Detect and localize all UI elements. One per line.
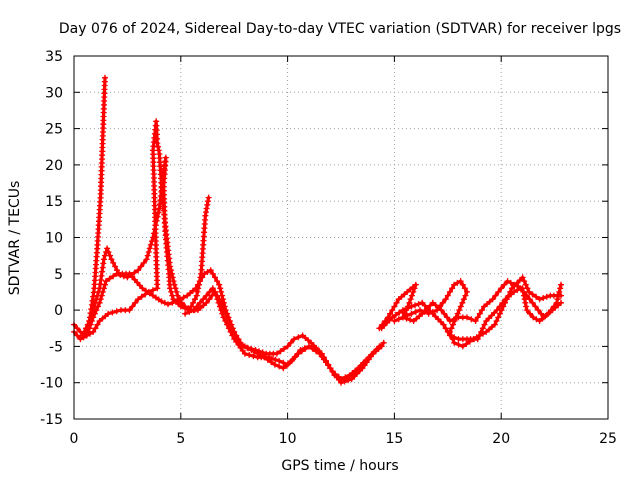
x-tick-label: 0 xyxy=(70,431,79,447)
x-tick-label: 5 xyxy=(176,431,185,447)
y-tick-label: -10 xyxy=(40,376,63,392)
chart-title: Day 076 of 2024, Sidereal Day-to-day VTE… xyxy=(59,21,621,37)
series-pass-8 xyxy=(391,278,564,324)
x-tick-label: 15 xyxy=(385,431,403,447)
tick-labels: 0 5 10 15 20 25 -15 -10 -5 0 5 10 15 20 25 30 35 xyxy=(40,49,617,447)
y-tick-label: 30 xyxy=(45,85,63,101)
y-tick-label: 15 xyxy=(45,194,63,210)
x-tick-label: 10 xyxy=(279,431,297,447)
y-axis-label: SDTVAR / TECUs xyxy=(7,181,23,296)
y-tick-label: 0 xyxy=(54,303,63,319)
series-markers xyxy=(79,245,383,383)
y-tick-label: -5 xyxy=(49,339,63,355)
y-tick-label: 35 xyxy=(45,49,63,65)
series-trace xyxy=(85,119,384,385)
axis-ticks xyxy=(73,55,609,420)
series-pass-4 xyxy=(83,118,385,386)
x-tick-label: 20 xyxy=(492,431,510,447)
x-tick-label: 25 xyxy=(599,431,617,447)
x-axis-label: GPS time / hours xyxy=(281,458,398,474)
series-pass-3 xyxy=(79,245,383,383)
series-pass-5 xyxy=(182,285,387,383)
series-markers xyxy=(182,285,387,383)
series-markers xyxy=(83,118,385,386)
y-tick-label: -15 xyxy=(40,412,63,428)
y-tick-label: 20 xyxy=(45,158,63,174)
y-tick-label: 5 xyxy=(54,267,63,283)
series-markers xyxy=(391,278,564,324)
y-tick-label: 10 xyxy=(45,231,63,247)
series-trace xyxy=(80,246,381,381)
y-tick-label: 25 xyxy=(45,122,63,138)
data-layer xyxy=(71,74,564,386)
